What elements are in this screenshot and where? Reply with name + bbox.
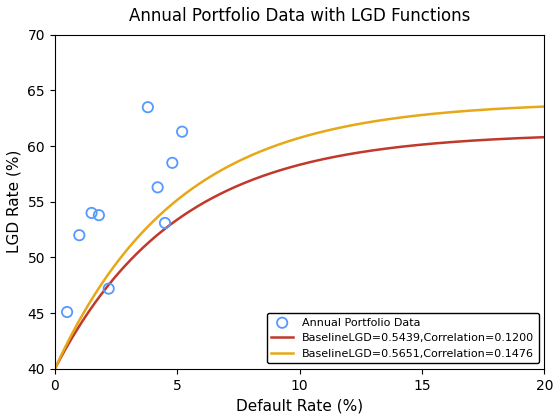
BaselineLGD=0.5439,Correlation=0.1200 [249, 177, 256, 182]
BaselineLGD=0.5651,Correlation=0.1476 [433, 111, 440, 116]
BaselineLGD=0.5651,Correlation=0.1476 [541, 104, 548, 109]
BaselineLGD=0.5651,Correlation=0.1476 [388, 116, 394, 121]
BaselineLGD=0.5651,Correlation=0.1476 [442, 110, 449, 115]
Line: BaselineLGD=0.5651,Correlation=0.1476: BaselineLGD=0.5651,Correlation=0.1476 [55, 107, 544, 369]
Annual Portfolio Data [75, 232, 84, 239]
Annual Portfolio Data [104, 285, 113, 292]
BaselineLGD=0.5651,Correlation=0.1476 [52, 366, 58, 371]
Line: BaselineLGD=0.5439,Correlation=0.1200: BaselineLGD=0.5439,Correlation=0.1200 [55, 137, 544, 369]
BaselineLGD=0.5439,Correlation=0.1200 [433, 141, 440, 146]
BaselineLGD=0.5439,Correlation=0.1200 [52, 366, 58, 371]
Annual Portfolio Data [95, 212, 104, 218]
Title: Annual Portfolio Data with LGD Functions: Annual Portfolio Data with LGD Functions [129, 7, 470, 25]
BaselineLGD=0.5439,Correlation=0.1200 [388, 145, 394, 150]
BaselineLGD=0.5439,Correlation=0.1200 [101, 287, 108, 292]
X-axis label: Default Rate (%): Default Rate (%) [236, 398, 363, 413]
BaselineLGD=0.5651,Correlation=0.1476 [267, 145, 274, 150]
BaselineLGD=0.5439,Correlation=0.1200 [267, 171, 274, 176]
BaselineLGD=0.5439,Correlation=0.1200 [442, 140, 449, 145]
Annual Portfolio Data [153, 184, 162, 191]
Annual Portfolio Data [63, 309, 72, 315]
Y-axis label: LGD Rate (%): LGD Rate (%) [7, 150, 22, 254]
Annual Portfolio Data [161, 220, 170, 226]
BaselineLGD=0.5651,Correlation=0.1476 [249, 152, 256, 157]
Annual Portfolio Data [87, 210, 96, 216]
Annual Portfolio Data [143, 104, 152, 110]
BaselineLGD=0.5439,Correlation=0.1200 [541, 135, 548, 140]
Annual Portfolio Data [168, 160, 177, 166]
BaselineLGD=0.5651,Correlation=0.1476 [101, 277, 108, 282]
Annual Portfolio Data [178, 129, 186, 135]
Legend: Annual Portfolio Data, BaselineLGD=0.5439,Correlation=0.1200, BaselineLGD=0.5651: Annual Portfolio Data, BaselineLGD=0.543… [267, 313, 539, 363]
